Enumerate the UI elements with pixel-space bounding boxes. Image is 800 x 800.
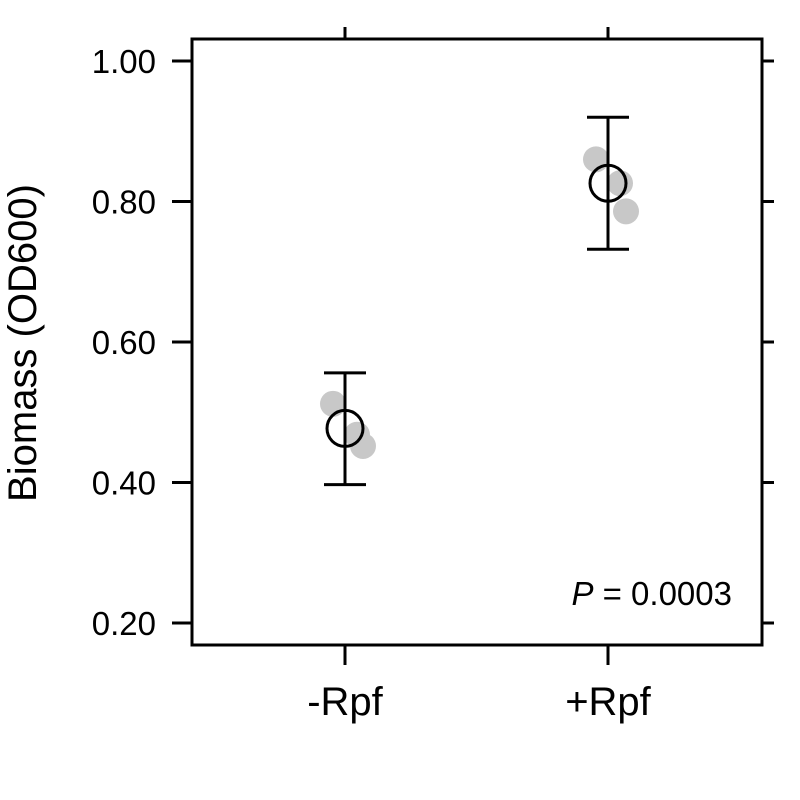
- y-tick-label: 0.20: [92, 605, 156, 642]
- mean-marker: [325, 408, 365, 448]
- x-category-label: -Rpf: [307, 680, 383, 724]
- y-tick-label: 1.00: [92, 43, 156, 80]
- plot-layer: 0.20 0.40 0.60 0.80 1.00 -Rpf +Rpf: [92, 27, 774, 724]
- raw-point: [320, 390, 346, 417]
- x-category-label: +Rpf: [565, 680, 651, 724]
- y-axis-title: Biomass (OD600): [1, 184, 45, 502]
- p-value-prefix: P: [571, 575, 593, 612]
- mean-marker: [588, 163, 628, 203]
- raw-point: [613, 198, 639, 225]
- p-value-annotation: P = 0.0003: [571, 575, 732, 612]
- raw-point: [350, 432, 376, 459]
- y-tick-label: 0.40: [92, 465, 156, 502]
- plot-frame: [190, 37, 764, 647]
- y-tick-label: 0.80: [92, 184, 156, 221]
- y-tick-label: 0.60: [92, 324, 156, 361]
- raw-point: [607, 170, 633, 197]
- p-value-text: = 0.0003: [593, 575, 732, 612]
